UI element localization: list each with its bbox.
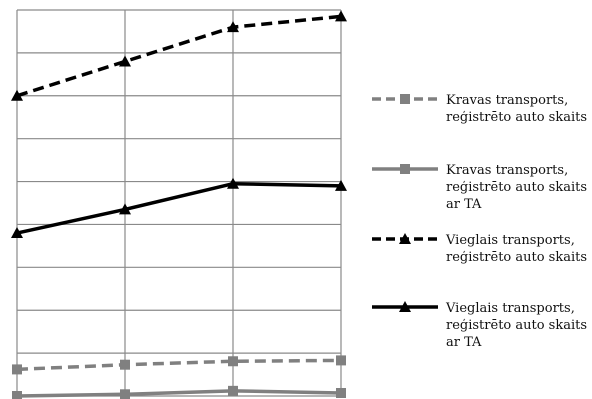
data-point	[336, 355, 346, 366]
legend-swatch-marker	[399, 301, 411, 312]
data-point	[336, 387, 346, 398]
data-point	[11, 227, 23, 239]
legend-entry-2: Kravas transports, reģistrēto auto skaits…	[372, 163, 587, 212]
chart-grid	[16, 9, 342, 397]
data-point	[120, 389, 130, 399]
legend-label: Vieglais transports,	[445, 233, 575, 248]
data-point	[11, 89, 23, 101]
legend-swatch-marker	[400, 94, 410, 104]
legend-label: ar TA	[446, 197, 482, 212]
legend-label: Kravas transports,	[446, 93, 568, 108]
legend-swatch-marker	[399, 233, 411, 244]
legend-label: Vieglais transports,	[445, 301, 575, 316]
legend-entry-3: Vieglais transports, reģistrēto auto skai…	[372, 233, 587, 265]
legend-label: reģistrēto auto skaits	[446, 250, 587, 265]
legend-label: Kravas transports,	[446, 163, 568, 178]
series-line	[16, 389, 342, 398]
legend-entry-1: Kravas transports, reģistrēto auto skaits	[372, 93, 587, 125]
series-1	[12, 355, 346, 375]
data-point	[12, 391, 22, 399]
data-point	[227, 177, 239, 189]
legend-swatch-marker	[400, 164, 410, 174]
legend-label: reģistrēto auto skaits	[446, 110, 587, 125]
chart-legend: Kravas transports, reģistrēto auto skaits…	[372, 93, 587, 350]
series-line	[16, 14, 342, 98]
data-point	[227, 21, 239, 33]
legend-label: ar TA	[446, 335, 482, 350]
data-point	[228, 356, 238, 367]
data-point	[120, 359, 130, 370]
data-point	[119, 55, 131, 67]
series-line	[16, 181, 342, 235]
data-point	[335, 10, 347, 22]
legend-label: reģistrēto auto skaits	[446, 180, 587, 195]
data-point	[228, 385, 238, 396]
chart-series	[11, 10, 347, 399]
series-line	[16, 358, 342, 372]
legend-label: reģistrēto auto skaits	[446, 318, 587, 333]
data-point	[119, 203, 131, 215]
series-2	[12, 385, 346, 399]
data-point	[12, 364, 22, 375]
legend-entry-4: Vieglais transports, reģistrēto auto skai…	[372, 301, 587, 350]
data-point	[335, 179, 347, 191]
series-3	[11, 10, 347, 101]
series-4	[11, 177, 347, 239]
